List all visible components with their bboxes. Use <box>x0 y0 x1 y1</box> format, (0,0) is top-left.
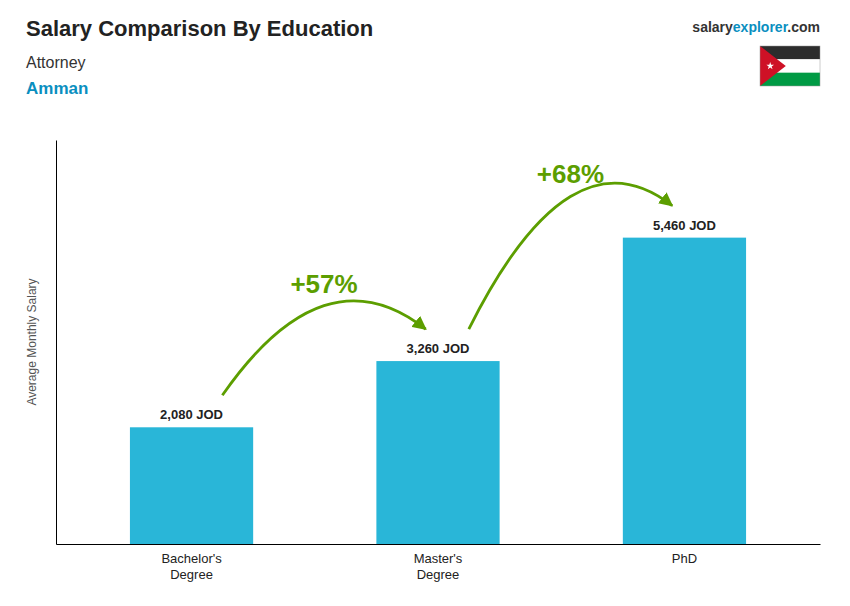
data-label: 2,080 JOD <box>160 407 223 422</box>
data-labels: 2,080 JOD 3,260 JOD 5,460 JOD <box>160 218 716 423</box>
x-axis: Bachelor'sDegreeMaster'sDegreePhD <box>57 544 821 582</box>
change-label: +57% <box>290 269 357 299</box>
bars <box>130 238 746 544</box>
y-axis <box>56 141 57 545</box>
subtitle: Amman <box>26 79 88 98</box>
change-arrow <box>222 301 425 396</box>
change-arrows: +57% +68% <box>222 159 672 395</box>
flag-border <box>760 46 820 86</box>
data-label: 3,260 JOD <box>407 341 470 356</box>
x-tick: PhD <box>672 544 697 566</box>
bar <box>130 427 253 544</box>
bar <box>376 361 499 544</box>
title: Salary Comparison By Education <box>26 16 373 41</box>
x-tick-label-line: PhD <box>672 551 697 566</box>
change-label: +68% <box>537 159 604 189</box>
data-label: 5,460 JOD <box>653 218 716 233</box>
flag-triangle <box>760 46 786 86</box>
chart-container: Salary Comparison By Education Attorney Am… <box>0 0 850 606</box>
flag-star <box>766 62 774 69</box>
x-tick: Bachelor'sDegree <box>161 544 222 582</box>
y-axis-line <box>56 141 57 545</box>
x-tick-label: Master'sDegree <box>414 551 463 582</box>
watermark-part: .com <box>787 19 820 35</box>
watermark-part: salary <box>692 19 733 35</box>
chart-svg: Salary Comparison By Education Attorney Am… <box>0 0 850 606</box>
watermark: salaryexplorer.com <box>692 19 820 35</box>
x-tick-label-line: Degree <box>417 567 460 582</box>
change-arrow <box>469 183 672 329</box>
flag <box>760 46 820 86</box>
y-axis-label: Average Monthly Salary <box>25 278 39 405</box>
bar <box>623 238 746 544</box>
watermark-part: explorer <box>733 19 789 35</box>
x-tick: Master'sDegree <box>414 544 463 582</box>
x-tick-label-line: Bachelor's <box>161 551 222 566</box>
x-tick-label-line: Degree <box>170 567 213 582</box>
x-axis-line <box>57 544 821 545</box>
x-tick-label: Bachelor'sDegree <box>161 551 222 582</box>
x-tick-label-line: Master's <box>414 551 463 566</box>
subtitle: Attorney <box>26 54 86 71</box>
x-tick-label: PhD <box>672 551 697 566</box>
